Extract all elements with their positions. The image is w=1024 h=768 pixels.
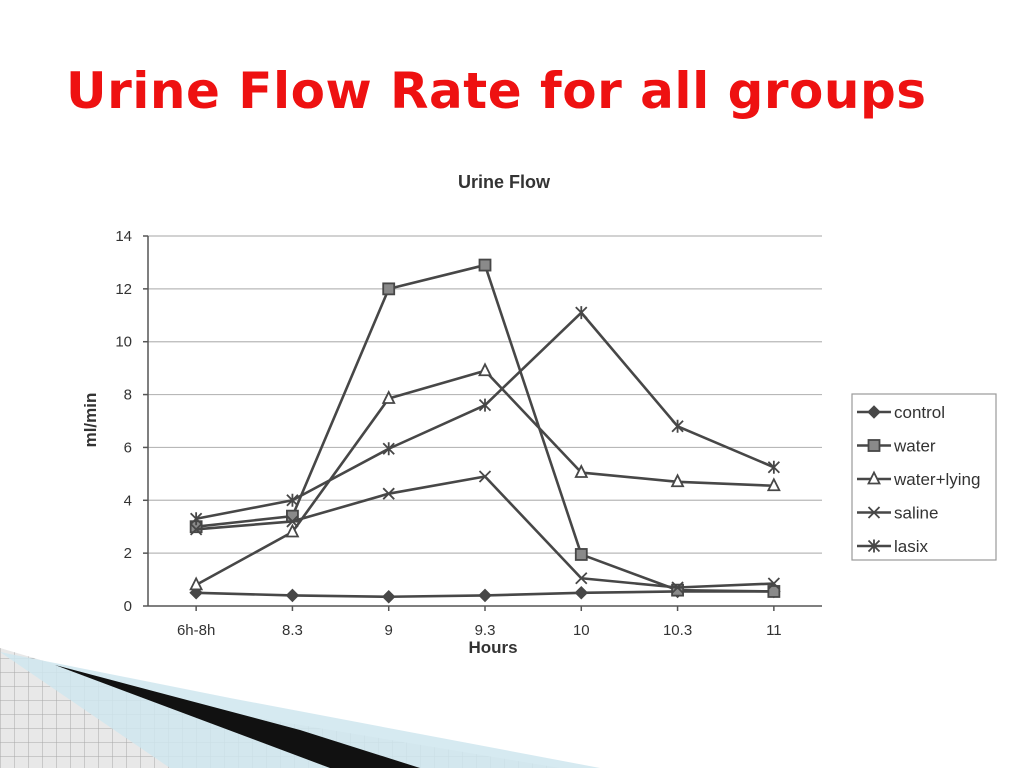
data-point xyxy=(381,589,396,604)
data-point xyxy=(478,258,492,272)
y-tick-label: 10 xyxy=(115,334,132,351)
x-tick-label: 6h-8h xyxy=(177,622,215,639)
data-point xyxy=(575,572,588,585)
legend-item: water xyxy=(857,437,936,456)
data-point xyxy=(381,390,396,404)
data-point xyxy=(767,577,780,590)
data-point xyxy=(575,306,588,320)
data-point xyxy=(189,576,204,591)
legend-label: lasix xyxy=(894,537,929,556)
data-point xyxy=(478,470,492,483)
data-point xyxy=(478,398,492,412)
axes: 0 2 4 6 8 10 12 14 6h-8h 8.3 9 9.3 10 10.3 11 xyxy=(115,228,822,639)
x-axis-label: Hours xyxy=(468,638,517,657)
slide-title: Urine Flow Rate for all groups xyxy=(66,62,927,120)
series-saline xyxy=(190,470,780,594)
data-point xyxy=(478,362,492,377)
x-tick-label: 9.3 xyxy=(475,622,496,639)
legend-marker xyxy=(867,405,881,419)
y-tick-label: 8 xyxy=(124,387,132,404)
y-tick-label: 2 xyxy=(124,545,132,562)
y-axis-label: ml/min xyxy=(81,393,100,448)
data-point xyxy=(286,493,299,507)
data-point xyxy=(382,442,395,456)
chart-background xyxy=(62,160,832,660)
chart-title: Urine Flow xyxy=(458,172,551,192)
series-group xyxy=(189,258,781,604)
data-point xyxy=(670,473,685,488)
legend-label: water+lying xyxy=(893,470,980,489)
gridlines xyxy=(148,235,822,554)
data-point xyxy=(285,523,300,538)
series-lasix xyxy=(190,306,780,526)
y-tick-label: 14 xyxy=(115,228,132,245)
data-point xyxy=(671,419,684,433)
data-point xyxy=(478,588,492,603)
legend-marker xyxy=(867,470,881,485)
black-wedge xyxy=(55,665,420,768)
data-point xyxy=(190,512,203,526)
legend-label: water xyxy=(893,437,936,456)
x-tick-label: 11 xyxy=(766,622,782,639)
x-tick-label: 10 xyxy=(573,622,590,639)
legend-marker xyxy=(867,539,881,553)
data-point xyxy=(767,585,781,598)
legend-marker xyxy=(867,439,881,452)
data-point xyxy=(574,586,589,600)
y-tick-label: 12 xyxy=(115,281,132,298)
legend-item: control xyxy=(857,403,945,422)
data-point xyxy=(767,460,780,474)
data-point xyxy=(286,515,299,528)
y-tick-label: 6 xyxy=(124,439,132,456)
x-tick-label: 8.3 xyxy=(282,622,303,639)
light-blue-wedge xyxy=(0,652,600,768)
legend-item: saline xyxy=(857,504,938,523)
legend-item: lasix xyxy=(857,537,929,556)
legend-label: saline xyxy=(894,504,938,523)
y-tick-label: 0 xyxy=(124,598,132,615)
legend-label: control xyxy=(894,403,945,422)
data-point xyxy=(671,581,684,594)
x-tick-label: 10.3 xyxy=(663,622,692,639)
x-tick-label: 9 xyxy=(385,622,393,639)
legend-item: water+lying xyxy=(857,470,980,489)
data-point xyxy=(671,583,684,597)
data-point xyxy=(574,548,588,561)
series-water xyxy=(189,258,781,598)
y-tick-label: 4 xyxy=(124,492,132,509)
data-point xyxy=(382,282,396,296)
data-point xyxy=(766,477,781,492)
data-point xyxy=(574,464,589,478)
series-water-lying xyxy=(189,362,781,591)
legend-marker xyxy=(867,506,881,519)
legend: control water water+lying saline lasix xyxy=(851,393,997,561)
data-point xyxy=(285,588,300,603)
data-point xyxy=(382,487,395,500)
data-point xyxy=(190,523,203,536)
